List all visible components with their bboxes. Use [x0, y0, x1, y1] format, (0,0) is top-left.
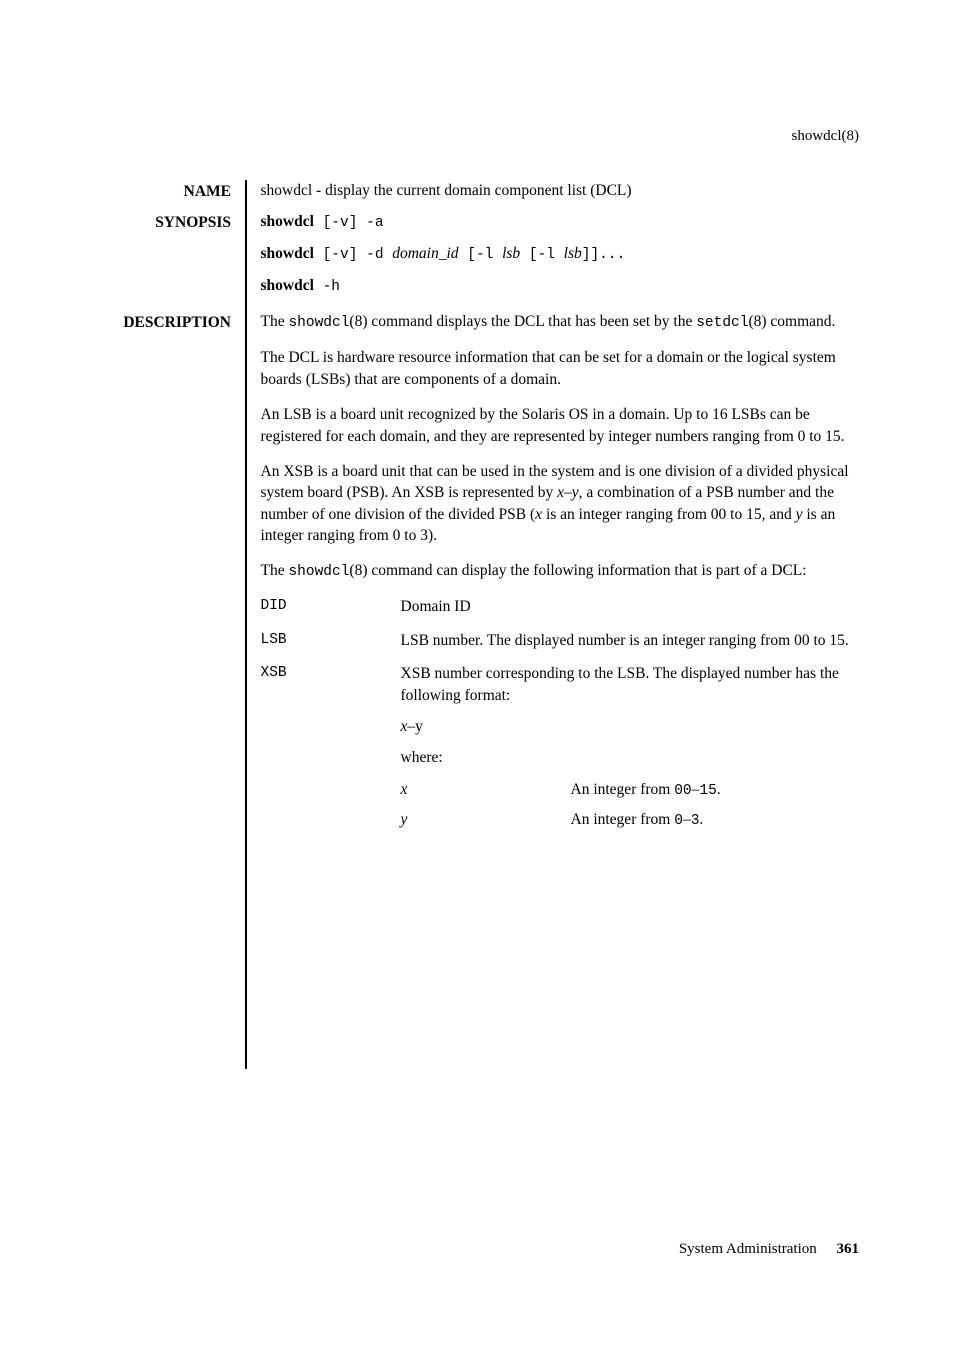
- cmd-name: showdcl: [261, 213, 314, 230]
- text: (8) command.: [748, 313, 835, 330]
- running-head: showdcl(8): [792, 126, 860, 147]
- cmd-name: showdcl: [261, 277, 314, 294]
- where-label: where:: [401, 747, 860, 768]
- cmd-opts: [-v] -a: [314, 215, 384, 231]
- desc-para: An XSB is a board unit that can be used …: [261, 461, 860, 547]
- cmd-arg: lsb: [502, 245, 520, 262]
- inline-code: 0: [674, 813, 683, 829]
- text: –: [683, 811, 691, 828]
- where-key: y: [401, 809, 571, 831]
- where-val: An integer from 0–3.: [571, 809, 860, 831]
- section-description: DESCRIPTION The showdcl(8) command displ…: [90, 311, 859, 1068]
- def-item-xsb: XSB XSB number corresponding to the LSB.…: [261, 663, 860, 839]
- where-key: x: [401, 779, 571, 801]
- page-footer: System Administration 361: [679, 1239, 859, 1260]
- inline-code: showdcl: [288, 564, 349, 580]
- text: –: [564, 484, 572, 501]
- synopsis-line: showdcl -h: [261, 275, 860, 297]
- section-synopsis: SYNOPSIS showdcl [-v] -a showdcl [-v] -d…: [90, 211, 859, 311]
- section-label: SYNOPSIS: [90, 211, 245, 233]
- cmd-opts: -h: [314, 279, 340, 295]
- desc-para: The DCL is hardware resource information…: [261, 347, 860, 390]
- def-val: LSB number. The displayed number is an i…: [401, 630, 860, 651]
- man-page: showdcl(8) NAME showdcl - display the cu…: [0, 0, 954, 1350]
- synopsis-line: showdcl [-v] -d domain_id [-l lsb [-l ls…: [261, 243, 860, 265]
- ital: y: [572, 484, 579, 501]
- text: is an integer ranging from 00 to 15, and: [542, 506, 796, 523]
- where-val: An integer from 00–15.: [571, 779, 860, 801]
- cmd-opts: ]]...: [582, 247, 626, 263]
- desc-para: The showdcl(8) command can display the f…: [261, 560, 860, 582]
- def-key: XSB: [261, 663, 401, 839]
- cmd-opts: [-l: [520, 247, 564, 263]
- ital: y: [796, 506, 803, 523]
- text: (8) command displays the DCL that has be…: [349, 313, 696, 330]
- desc-para: An LSB is a board unit recognized by the…: [261, 404, 860, 447]
- inline-code: showdcl: [288, 315, 349, 331]
- inline-code: 00: [674, 783, 691, 799]
- def-item-lsb: LSB LSB number. The displayed number is …: [261, 630, 860, 651]
- section-label: NAME: [90, 180, 245, 202]
- text: An integer from: [571, 811, 675, 828]
- synopsis-line: showdcl [-v] -a: [261, 211, 860, 233]
- desc-para: The showdcl(8) command displays the DCL …: [261, 311, 860, 333]
- text: .: [717, 781, 721, 798]
- where-x: x An integer from 00–15.: [401, 779, 860, 801]
- def-val: XSB number corresponding to the LSB. The…: [401, 663, 860, 706]
- section-label: DESCRIPTION: [90, 311, 245, 333]
- cmd-arg: lsb: [564, 245, 582, 262]
- blank-space: [261, 849, 860, 1069]
- footer-text: System Administration: [679, 1241, 817, 1257]
- cmd-arg: domain_id: [392, 245, 458, 262]
- xsb-format: x–y: [401, 716, 860, 737]
- def-key: LSB: [261, 630, 401, 651]
- cmd-opts: [-v] -d: [314, 247, 392, 263]
- name-text: showdcl - display the current domain com…: [261, 180, 860, 201]
- inline-code: setdcl: [696, 315, 748, 331]
- def-val: Domain ID: [401, 596, 860, 617]
- cmd-name: showdcl: [261, 245, 314, 262]
- inline-code: 15: [699, 783, 716, 799]
- ital: x: [557, 484, 564, 501]
- text: The: [261, 313, 289, 330]
- text: The: [261, 562, 289, 579]
- def-item-did: DID Domain ID: [261, 596, 860, 617]
- where-y: y An integer from 0–3.: [401, 809, 860, 831]
- text: (8) command can display the following in…: [349, 562, 806, 579]
- def-key: DID: [261, 596, 401, 617]
- cmd-opts: [-l: [459, 247, 503, 263]
- text: .: [699, 811, 703, 828]
- page-number: 361: [837, 1241, 860, 1257]
- text: –y: [407, 718, 423, 735]
- text: An integer from: [571, 781, 675, 798]
- section-name: NAME showdcl - display the current domai…: [90, 180, 859, 211]
